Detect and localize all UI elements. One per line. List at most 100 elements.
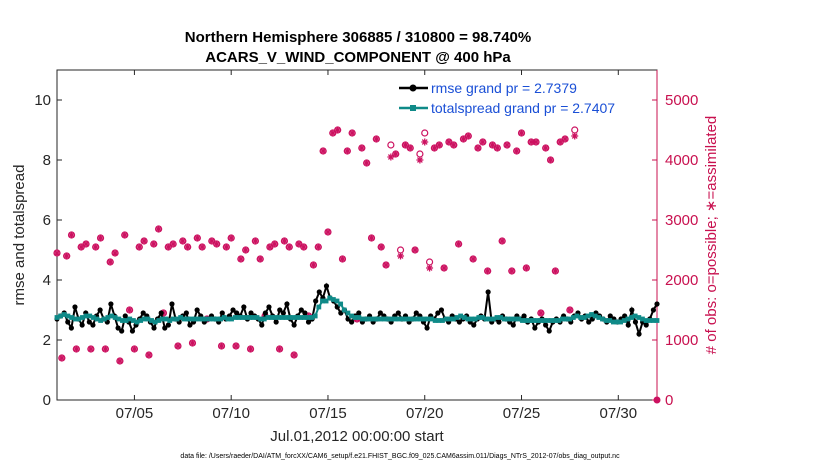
obs-assimilated-marker bbox=[566, 306, 574, 314]
y-tick-label-right: 4000 bbox=[665, 152, 698, 169]
obs-assimilated-marker bbox=[537, 309, 545, 317]
obs-assimilated-marker bbox=[77, 243, 85, 251]
totalspread-marker bbox=[400, 316, 405, 322]
rmse-marker bbox=[543, 322, 549, 328]
obs-assimilated-marker bbox=[256, 255, 264, 263]
y-tick-label-right: 3000 bbox=[665, 212, 698, 229]
rmse-marker bbox=[262, 310, 268, 316]
obs-assimilated-marker bbox=[469, 255, 477, 263]
totalspread-marker bbox=[389, 316, 394, 322]
totalspread-marker bbox=[123, 318, 129, 323]
obs-assimilated-marker bbox=[140, 237, 148, 245]
totalspread-marker bbox=[469, 316, 474, 322]
totalspread-marker bbox=[425, 316, 431, 322]
rmse-marker bbox=[521, 313, 527, 319]
obs-assimilated-marker bbox=[208, 237, 216, 245]
obs-assimilated-marker bbox=[101, 345, 109, 353]
totalspread-marker bbox=[490, 316, 496, 322]
totalspread-marker bbox=[356, 315, 362, 320]
obs-assimilated-marker bbox=[179, 237, 187, 245]
rmse-marker bbox=[115, 325, 121, 331]
totalspread-marker bbox=[280, 315, 285, 320]
totalspread-marker bbox=[240, 315, 245, 320]
y-tick-label-left: 8 bbox=[43, 152, 51, 169]
obs-assimilated-marker bbox=[169, 240, 177, 248]
rmse-marker bbox=[248, 310, 254, 316]
totalspread-marker bbox=[483, 316, 489, 322]
totalspread-marker bbox=[410, 316, 416, 322]
obs-assimilated-marker bbox=[87, 345, 95, 353]
totalspread-marker bbox=[287, 315, 293, 320]
legend: rmse grand pr = 2.7379 totalspread grand… bbox=[399, 80, 615, 116]
totalspread-marker bbox=[305, 315, 311, 320]
totalspread-marker bbox=[552, 318, 558, 323]
rmse-marker bbox=[169, 301, 175, 307]
totalspread-marker bbox=[621, 318, 627, 323]
rmse-marker bbox=[187, 322, 193, 328]
obs-assimilated-marker bbox=[276, 345, 284, 353]
totalspread-marker bbox=[210, 316, 216, 322]
totalspread-marker bbox=[454, 315, 460, 320]
totalspread-marker bbox=[261, 316, 267, 322]
totalspread-marker bbox=[636, 315, 642, 320]
rmse-marker bbox=[151, 325, 157, 331]
totalspread-marker bbox=[145, 316, 151, 322]
obs-assimilated-marker bbox=[285, 243, 293, 251]
obs-assimilated-marker bbox=[343, 147, 351, 155]
totalspread-marker bbox=[625, 316, 631, 322]
totalspread-marker bbox=[614, 319, 620, 325]
totalspread-marker bbox=[610, 319, 616, 325]
obs-assimilated-marker bbox=[319, 147, 327, 155]
rmse-marker bbox=[349, 319, 355, 325]
totalspread-marker bbox=[516, 316, 522, 322]
plot-area bbox=[56, 69, 658, 401]
y-tick-label-right: 1000 bbox=[665, 332, 698, 349]
totalspread-marker bbox=[465, 316, 471, 322]
obs-assimilated-marker bbox=[435, 141, 443, 149]
obs-assimilated-marker bbox=[561, 135, 569, 143]
obs-assimilated-marker bbox=[290, 351, 298, 359]
totalspread-marker bbox=[98, 318, 104, 323]
totalspread-marker bbox=[309, 315, 314, 320]
obs-assimilated-marker bbox=[522, 264, 530, 272]
totalspread-marker bbox=[647, 318, 653, 323]
obs-assimilated-marker bbox=[280, 237, 288, 245]
totalspread-marker bbox=[360, 316, 365, 322]
rmse-marker bbox=[586, 319, 592, 325]
totalspread-marker bbox=[563, 316, 569, 322]
totalspread-marker bbox=[549, 318, 554, 323]
rmse-marker bbox=[313, 298, 319, 304]
totalspread-marker bbox=[607, 318, 613, 323]
y-tick-label-right: 2000 bbox=[665, 272, 698, 289]
totalspread-marker bbox=[265, 315, 271, 320]
rmse-marker bbox=[323, 283, 330, 289]
totalspread-marker bbox=[138, 318, 144, 323]
totalspread-marker bbox=[509, 316, 514, 322]
obs-assimilated-marker bbox=[68, 231, 76, 239]
totalspread-marker bbox=[65, 313, 71, 319]
obs-assimilated-marker bbox=[188, 339, 196, 347]
totalspread-marker bbox=[596, 315, 602, 320]
obs-zero-marker bbox=[653, 396, 661, 404]
totalspread-marker bbox=[72, 316, 78, 322]
obs-assimilated-marker bbox=[372, 135, 380, 143]
totalspread-marker bbox=[196, 316, 202, 322]
totalspread-marker bbox=[225, 316, 231, 322]
rmse-marker bbox=[356, 310, 362, 316]
rmse-marker bbox=[471, 322, 477, 328]
rmse-marker bbox=[496, 319, 502, 325]
legend-totalspread-marker bbox=[410, 105, 416, 111]
totalspread-marker bbox=[527, 318, 533, 323]
obs-assimilated-marker bbox=[368, 234, 376, 242]
rmse-marker bbox=[532, 325, 538, 331]
totalspread-marker bbox=[130, 318, 136, 323]
obs-assimilated-marker bbox=[145, 351, 153, 359]
totalspread-marker bbox=[330, 297, 336, 302]
totalspread-marker bbox=[443, 316, 449, 322]
obs-assimilated-marker bbox=[155, 225, 163, 233]
obs-assimilated-marker bbox=[479, 138, 487, 146]
totalspread-marker bbox=[185, 316, 191, 322]
rmse-marker bbox=[485, 289, 491, 295]
rmse-marker bbox=[625, 322, 631, 328]
